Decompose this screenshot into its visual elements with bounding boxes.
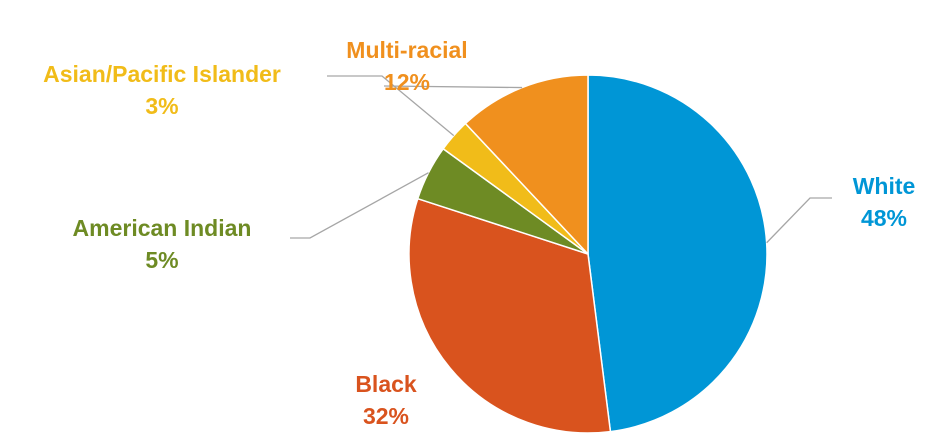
label-black-name: Black <box>355 371 417 397</box>
label-american-indian: American Indian 5% <box>73 212 252 276</box>
leader-line-american-indian <box>290 172 429 239</box>
label-white: White 48% <box>853 170 916 234</box>
label-white-pct: 48% <box>860 205 908 231</box>
label-asian-pacific-islander-name: Asian/Pacific Islander <box>43 61 281 87</box>
label-asian-pacific-islander: Asian/Pacific Islander 3% <box>43 58 281 122</box>
leader-line-asian-pacific-islander <box>327 75 455 137</box>
pie-slice-black <box>408 197 612 434</box>
label-multi-racial-name: Multi-racial <box>346 37 468 63</box>
leader-line-multi-racial <box>383 85 523 89</box>
label-asian-pacific-islander-pct: 3% <box>145 93 179 119</box>
pie-slice-multi-racial <box>464 74 589 256</box>
label-multi-racial: Multi-racial 12% <box>346 34 467 98</box>
label-black: Black 32% <box>355 368 416 432</box>
leader-line-white <box>766 197 832 244</box>
label-american-indian-name: American Indian <box>72 215 252 241</box>
pie-slice-white <box>587 74 768 433</box>
label-white-name: White <box>852 173 916 199</box>
label-american-indian-pct: 5% <box>145 247 179 273</box>
label-multi-racial-pct: 12% <box>383 69 431 95</box>
label-black-pct: 32% <box>362 403 410 429</box>
